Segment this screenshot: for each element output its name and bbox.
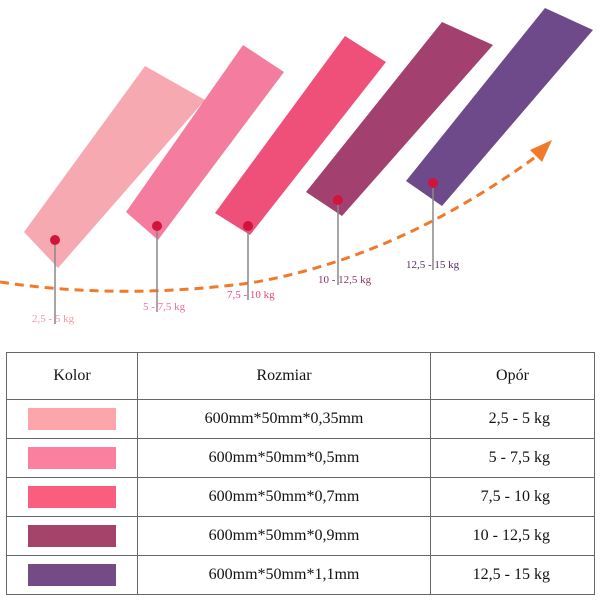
table-row: 600mm*50mm*0,35mm 2,5 - 5 kg [6,399,595,439]
size-cell: 600mm*50mm*0,7mm [137,477,431,517]
size-cell: 600mm*50mm*0,9mm [137,516,431,556]
color-swatch [28,564,116,586]
resistance-cell: 12,5 - 15 kg [430,555,595,595]
marker-dot [428,178,438,188]
color-swatch [28,525,116,547]
table-row: 600mm*50mm*1,1mm 12,5 - 15 kg [6,555,595,595]
color-swatch [28,408,116,430]
header-resistance: Opór [430,352,595,400]
size-cell: 600mm*50mm*0,35mm [137,399,431,439]
band-resistance-label: 7,5 - 10 kg [227,289,275,301]
marker-dot [243,221,253,231]
band-resistance-label: 12,5 - 15 kg [406,259,460,271]
color-cell [6,399,138,439]
band-resistance-label: 5 - 7,5 kg [143,301,186,313]
resistance-bands-illustration: 2,5 - 5 kg 5 - 7,5 kg 7,5 - 10 kg 10 - 12,5… [0,8,593,325]
band-resistance-label: 2,5 - 5 kg [32,313,75,325]
resistance-cell: 2,5 - 5 kg [430,399,595,439]
resistance-cell: 5 - 7,5 kg [430,438,595,478]
table-row: 600mm*50mm*0,7mm 7,5 - 10 kg [6,477,595,517]
marker-dot [333,195,343,205]
table-row: 600mm*50mm*0,9mm 10 - 12,5 kg [6,516,595,556]
color-cell [6,516,138,556]
band-resistance-label: 10 - 12,5 kg [318,274,372,286]
band-1 [24,66,205,268]
table-row: 600mm*50mm*0,5mm 5 - 7,5 kg [6,438,595,478]
marker-dot [152,221,162,231]
table-header-row: Kolor Rozmiar Opór [6,352,595,400]
resistance-cell: 10 - 12,5 kg [430,516,595,556]
band-2 [126,45,284,240]
band-5 [406,8,593,206]
band-3 [215,36,386,235]
color-swatch [28,447,116,469]
progression-arrow-curve [0,148,546,293]
band-spec-table: Kolor Rozmiar Opór 600mm*50mm*0,35mm 2,5… [6,352,595,595]
header-size: Rozmiar [137,352,431,400]
color-cell [6,438,138,478]
arrow-head-icon [530,140,552,162]
color-swatch [28,486,116,508]
resistance-cell: 7,5 - 10 kg [430,477,595,517]
color-cell [6,555,138,595]
color-cell [6,477,138,517]
size-cell: 600mm*50mm*1,1mm [137,555,431,595]
marker-dot [50,235,60,245]
band-4 [306,22,493,216]
size-cell: 600mm*50mm*0,5mm [137,438,431,478]
header-color: Kolor [6,352,138,400]
